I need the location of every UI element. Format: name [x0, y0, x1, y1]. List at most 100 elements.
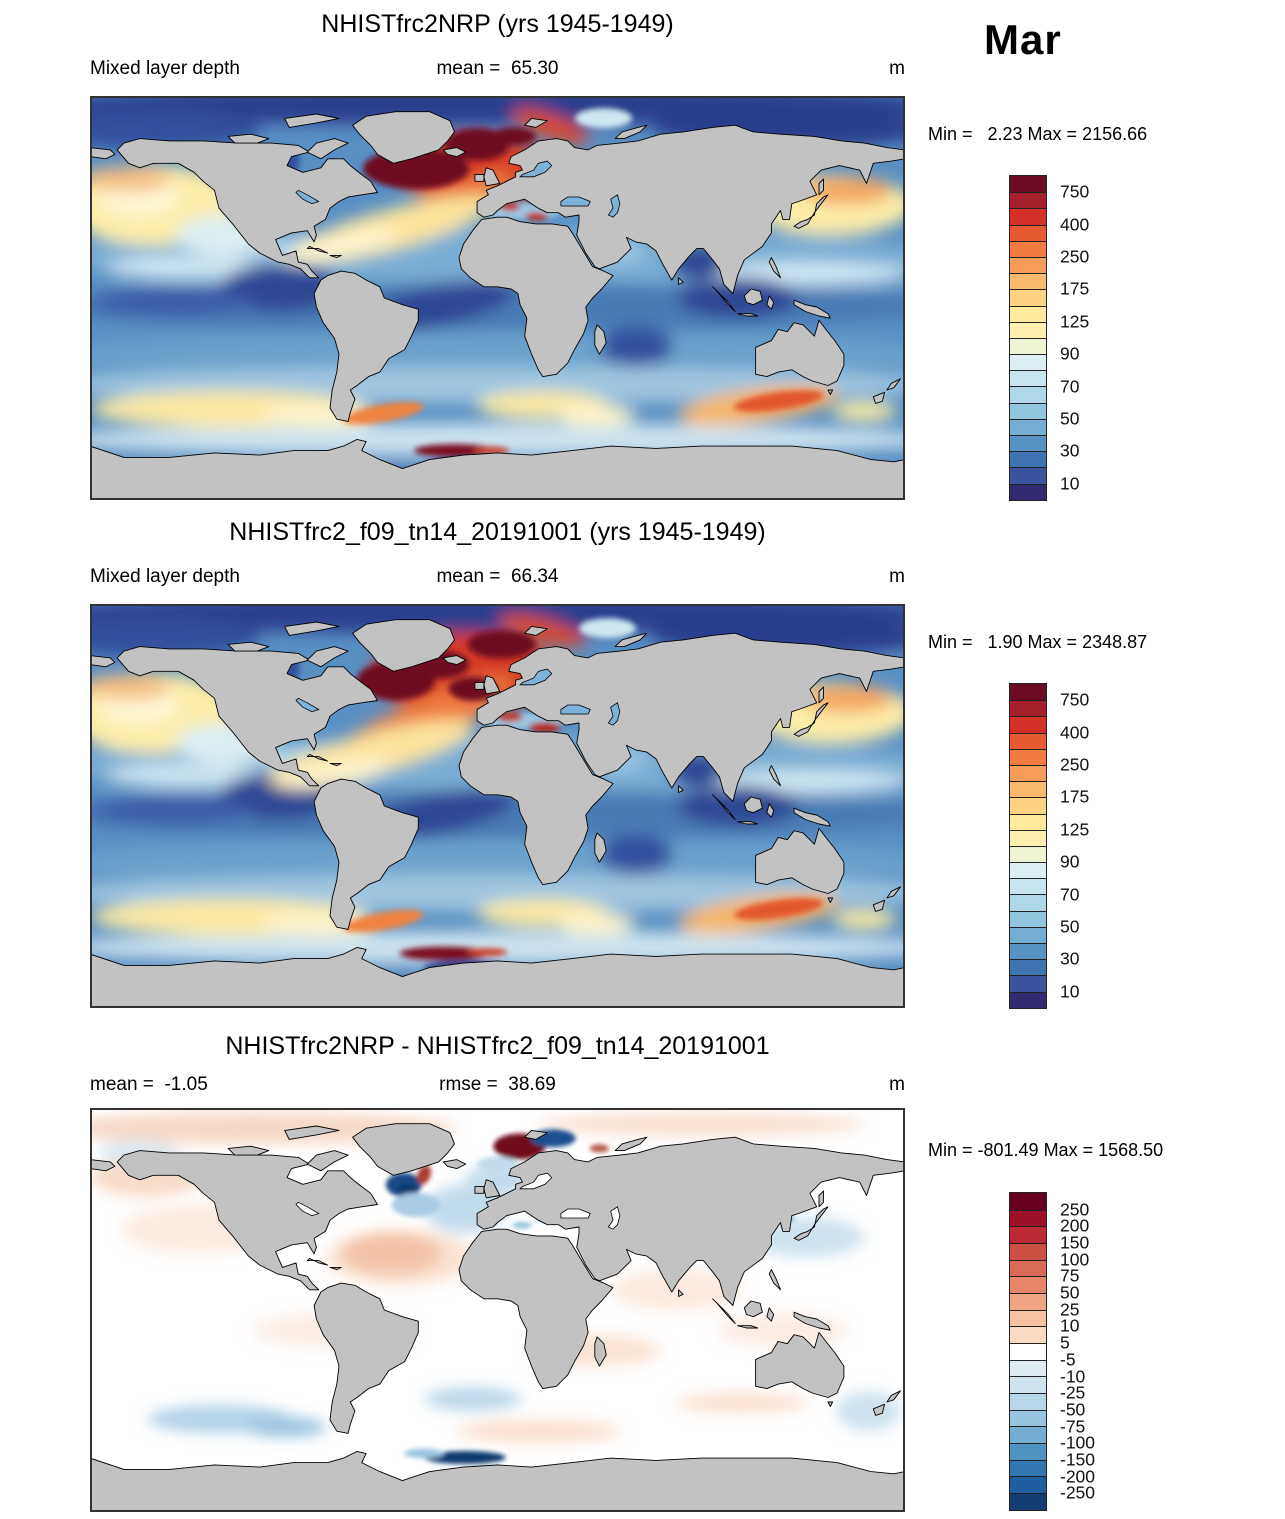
- continent-landmass: [329, 1266, 342, 1271]
- ocean-field-blob: [734, 898, 824, 920]
- colorbar-segment: [1010, 1459, 1046, 1477]
- continent-landmass: [818, 686, 824, 704]
- continent-landmass: [352, 1123, 455, 1176]
- colorbar-tick-label: 70: [1060, 376, 1080, 397]
- colorbar-tick-label: 400: [1060, 722, 1090, 743]
- colorbar-segment: [1010, 684, 1046, 701]
- continent-landmass: [352, 619, 455, 672]
- continent-landmass: [116, 138, 378, 279]
- continent-landmass: [90, 438, 905, 500]
- colorbar-segment: [1010, 991, 1046, 1008]
- colorbar-tick-label: -10: [1060, 1366, 1086, 1387]
- panel2-minmax: Min = 1.90 Max = 2348.87: [928, 632, 1148, 652]
- continent-landmass: [766, 295, 775, 310]
- colorbar-segment: [1010, 1376, 1046, 1394]
- colorbar-tick-label: -150: [1060, 1449, 1096, 1470]
- colorbar-segment: [1010, 910, 1046, 927]
- continent-landmass: [872, 391, 886, 404]
- lake: [519, 668, 553, 686]
- continent-landmass: [524, 625, 548, 636]
- world-map-svg: [90, 1108, 905, 1512]
- colorbar-segment: [1010, 781, 1046, 798]
- continent-landmass: [524, 117, 548, 128]
- colorbar-segment: [1010, 797, 1046, 814]
- colorbar-tick-label: 100: [1060, 1249, 1090, 1270]
- colorbar-tick-label: 750: [1060, 181, 1090, 202]
- colorbar-tick-label: 150: [1060, 1232, 1090, 1253]
- colorbar-tick-label: -5: [1060, 1349, 1076, 1370]
- ocean-field-blob: [424, 1451, 506, 1464]
- ocean-field-blob: [554, 405, 637, 426]
- colorbar-segment: [1010, 305, 1046, 322]
- colorbar-segment: [1010, 845, 1046, 863]
- continent-landmass: [768, 1269, 781, 1291]
- continent-landmass: [90, 1450, 905, 1512]
- continent-landmass: [284, 621, 340, 636]
- continent-landmass: [872, 1403, 886, 1416]
- continent-landmass: [329, 254, 342, 259]
- panel1-title: NHISTfrc2NRP (yrs 1945-1949): [321, 10, 674, 38]
- colorbar-tick-label: 70: [1060, 884, 1080, 905]
- continent-landmass: [594, 324, 607, 355]
- ocean-field-blob: [424, 1386, 522, 1411]
- colorbar-tick-label: 30: [1060, 440, 1080, 461]
- lake: [607, 1206, 621, 1230]
- ocean-field-blob: [579, 618, 636, 639]
- continent-landmass: [768, 257, 781, 279]
- panel1-colorbar: 750 400 250 175 125 90 70 50 30 10: [1009, 175, 1089, 501]
- continent-landmass: [474, 174, 485, 182]
- panel2-mean-stat: mean = 66.34: [436, 566, 559, 587]
- lake: [519, 160, 553, 178]
- ocean-field-blob: [491, 127, 536, 146]
- colorbar-segment: [1010, 1226, 1046, 1244]
- colorbar-segment: [1010, 1293, 1046, 1310]
- continent-landmass: [284, 1125, 340, 1140]
- continent-landmass: [755, 827, 845, 894]
- ocean-field-blob: [391, 1192, 441, 1218]
- colorbar-segment: [1010, 975, 1046, 992]
- ocean-field-blob: [750, 1217, 865, 1258]
- continent-landmass: [818, 178, 824, 196]
- ocean-field-blob: [525, 212, 548, 221]
- ocean-field-blob: [456, 1419, 620, 1444]
- panel2-title: NHISTfrc2_f09_tn14_20191001 (yrs 1945-19…: [229, 518, 766, 546]
- colorbar-tick-label: 175: [1060, 278, 1090, 299]
- ocean-field-blob: [417, 1164, 432, 1185]
- continent-landmass: [594, 832, 607, 863]
- ocean-field-blob: [343, 401, 424, 425]
- continent-landmass: [886, 1390, 901, 1403]
- ocean-field-blob: [676, 277, 800, 319]
- continent-landmass: [793, 1311, 831, 1331]
- colorbar-tick-label: 400: [1060, 214, 1090, 235]
- colorbar-segment: [1010, 273, 1046, 290]
- continent-landmass: [793, 194, 829, 229]
- colorbar-segment: [1010, 256, 1046, 274]
- colorbar-tick-label: -50: [1060, 1399, 1086, 1420]
- continent-landmass: [594, 1336, 607, 1367]
- ocean-field-blob: [90, 166, 172, 191]
- continent-landmass: [755, 319, 845, 386]
- continent-landmass: [743, 796, 763, 814]
- continent-landmass: [442, 655, 467, 666]
- continent-landmass: [458, 216, 614, 378]
- colorbar-segment: [1010, 402, 1046, 419]
- month-label: Mar: [984, 16, 1062, 63]
- colorbar-segment: [1010, 1243, 1046, 1260]
- map-border: [90, 1108, 905, 1512]
- ocean-field-blob: [106, 763, 270, 788]
- colorbar-segment: [1010, 716, 1046, 733]
- continent-landmass: [306, 753, 329, 762]
- ocean-field-blob: [342, 1233, 441, 1274]
- colorbar-tick-label: 50: [1060, 1282, 1080, 1303]
- continent-landmass: [329, 762, 342, 767]
- ocean-field-blob: [575, 108, 632, 129]
- lake: [519, 1172, 553, 1190]
- colorbar-segment: [1010, 354, 1046, 371]
- colorbar-segment: [1010, 894, 1046, 911]
- continent-landmass: [827, 1401, 834, 1407]
- colorbar-segment: [1010, 483, 1046, 500]
- lake: [560, 1208, 591, 1219]
- continent-landmass: [90, 946, 905, 1008]
- continent-landmass: [614, 632, 648, 648]
- ocean-field-blob: [589, 1144, 610, 1153]
